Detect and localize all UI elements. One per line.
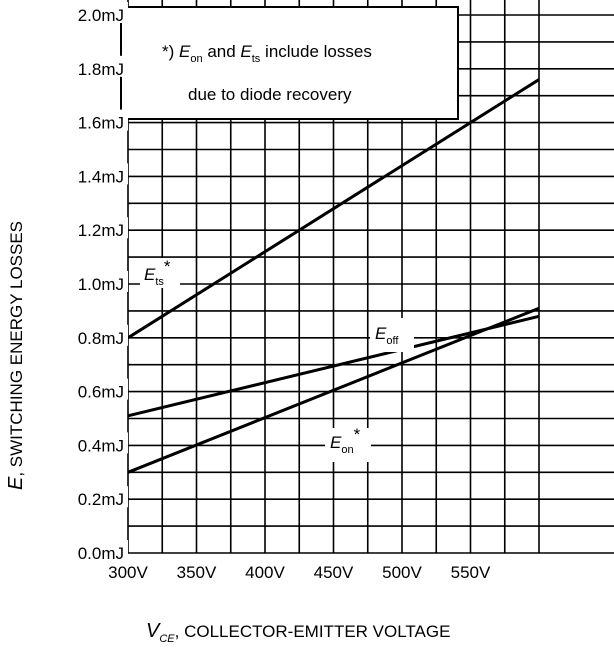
x-tick-label: 300V <box>108 563 148 582</box>
series-label-eon-sub: on <box>341 444 353 456</box>
y-tick-label: 0.6mJ <box>78 383 124 402</box>
x-tick-label: 450V <box>314 563 354 582</box>
y-tick-label: 1.2mJ <box>78 221 124 240</box>
x-tick-label: 500V <box>382 563 422 582</box>
series-label-ets: Ets* <box>140 257 180 288</box>
y-tick-labels: 0.0mJ 0.2mJ 0.4mJ 0.6mJ 0.8mJ 1.0mJ 1.2mJ 1.4mJ… <box>60 2 128 563</box>
series-label-eon-main: E <box>330 433 342 452</box>
y-tick-label: 2.0mJ <box>78 6 124 25</box>
y-tick-label: 1.4mJ <box>78 167 124 186</box>
x-axis-label: VCE, COLLECTOR-EMITTER VOLTAGE <box>146 620 450 645</box>
annotation-box: *) Eon and Ets include losses due to dio… <box>121 7 458 119</box>
y-tick-label: 1.6mJ <box>78 114 124 133</box>
x-tick-labels: 300V 350V 400V 450V 500V 550V <box>108 563 491 582</box>
series-label-eoff-main: E <box>375 324 387 343</box>
series-label-eoff-sub: off <box>386 335 399 347</box>
y-tick-label: 1.8mJ <box>78 60 124 79</box>
y-tick-label: 0.2mJ <box>78 490 124 509</box>
series-label-eon: Eon* <box>325 425 371 462</box>
y-tick-label: 0.8mJ <box>78 329 124 348</box>
y-tick-label: 0.0mJ <box>78 544 124 563</box>
y-axis-label: E, SWITCHING ENERGY LOSSES <box>5 221 27 490</box>
x-tick-label: 550V <box>451 563 491 582</box>
series-label-ets-main: E <box>144 265 156 284</box>
series-label-ets-sub: ts <box>155 276 164 288</box>
x-tick-label: 400V <box>245 563 285 582</box>
series-label-ets-suffix: * <box>164 257 171 276</box>
series-label-eoff: Eoff <box>370 318 414 352</box>
y-tick-label: 0.4mJ <box>78 436 124 455</box>
series-label-eon-suffix: * <box>354 425 361 444</box>
y-tick-label: 1.0mJ <box>78 275 124 294</box>
annotation-line-2: due to diode recovery <box>188 85 352 104</box>
x-tick-label: 350V <box>177 563 217 582</box>
